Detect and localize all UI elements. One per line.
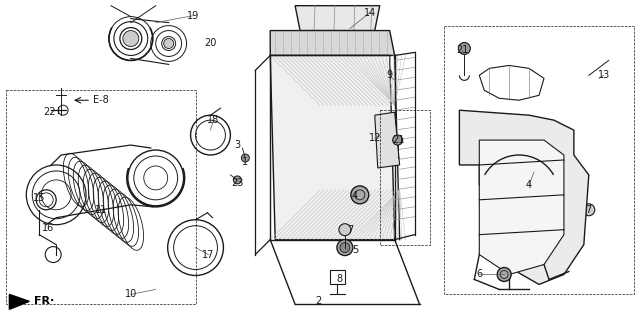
Text: 10: 10 [125,289,137,299]
Circle shape [497,267,511,281]
Text: 17: 17 [202,249,214,260]
Circle shape [583,204,595,216]
Text: 14: 14 [364,8,376,18]
Circle shape [532,165,546,179]
Text: 13: 13 [598,70,610,80]
Text: FR·: FR· [35,296,54,306]
Text: 8: 8 [337,274,343,284]
Circle shape [241,154,250,162]
Text: 19: 19 [188,11,200,20]
Text: 3: 3 [234,140,241,150]
Text: 22: 22 [43,107,56,117]
Polygon shape [270,55,395,240]
Text: 9: 9 [387,70,393,80]
Polygon shape [479,140,564,274]
Circle shape [164,38,173,49]
Text: 12: 12 [369,133,381,143]
Circle shape [458,43,470,54]
Text: 7: 7 [347,225,353,235]
Circle shape [337,240,353,255]
Text: 7: 7 [586,205,592,215]
Text: 23: 23 [231,178,244,188]
Text: 15: 15 [33,193,45,203]
Circle shape [393,135,403,145]
Polygon shape [270,31,395,55]
Text: 16: 16 [42,223,54,233]
Text: 4: 4 [526,180,532,190]
Text: 18: 18 [207,115,220,125]
Circle shape [351,186,369,204]
Polygon shape [10,295,29,309]
Text: 20: 20 [204,37,217,48]
Text: 5: 5 [352,244,358,255]
Text: 4: 4 [352,191,358,201]
Circle shape [123,31,139,47]
Polygon shape [375,112,399,168]
Text: 2: 2 [315,296,321,306]
Circle shape [234,176,241,184]
Text: 1: 1 [243,157,248,167]
Text: 6: 6 [476,269,483,279]
Text: 11: 11 [95,205,107,215]
Text: E-8: E-8 [93,95,109,105]
Polygon shape [295,6,380,31]
Text: 21: 21 [456,45,468,55]
Text: 21: 21 [392,135,405,145]
Circle shape [340,243,350,253]
Circle shape [339,224,351,236]
Polygon shape [460,110,589,284]
